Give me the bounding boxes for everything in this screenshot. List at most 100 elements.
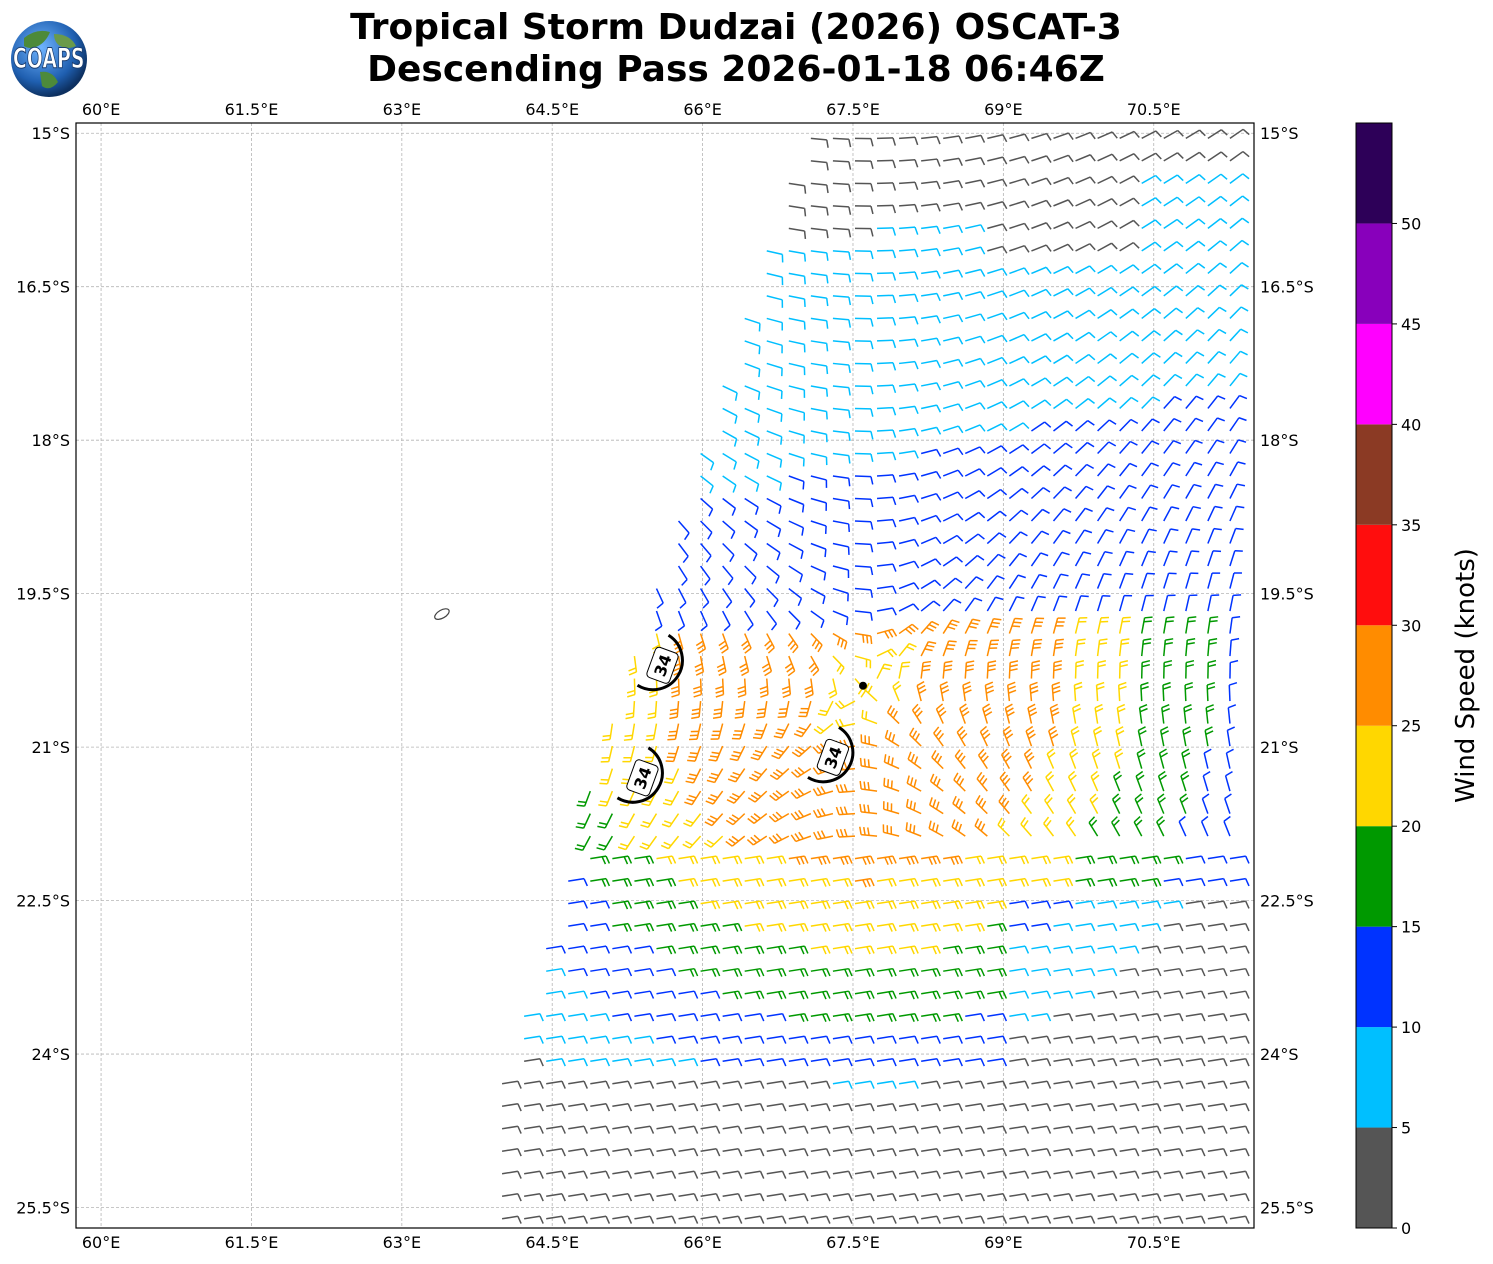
wind-barb [920,404,942,413]
wind-barb [1141,308,1162,320]
wind-barb [1204,726,1214,747]
wind-barb [832,967,853,977]
wind-barb [1031,967,1052,977]
wind-barb [1008,660,1019,679]
wind-barb [987,245,1008,254]
wind-barb [810,160,829,171]
wind-barb [1097,900,1118,909]
wind-barb [1002,725,1014,747]
wind-barb [943,224,964,234]
wind-barb [854,855,875,866]
wind-barb [568,945,588,954]
wind-barb [1097,198,1118,207]
wind-barb [808,655,820,677]
wind-barb [647,701,658,720]
wind-barb [854,877,875,888]
wind-barb [1119,462,1138,477]
wind-barb [854,182,874,192]
wind-barb [546,1057,566,1067]
wind-barb [722,855,743,865]
wind-barb [1162,681,1172,702]
wind-barb [1009,133,1030,142]
wind-barb [766,610,778,631]
wind-barb [766,945,787,955]
wind-barb [677,610,686,632]
wind-barb [788,1012,809,1022]
wind-barb [929,797,944,815]
wind-barb [1097,175,1118,185]
wind-barb [861,709,878,725]
wind-barb [788,587,803,607]
wind-barb [835,806,856,816]
wind-barb [1022,771,1034,792]
wind-barb [1207,855,1228,864]
wind-barb [965,1215,986,1224]
wind-barb [1053,1148,1074,1157]
wind-barb [678,1215,699,1224]
wind-barb [1075,463,1095,477]
wind-barb [1185,483,1202,499]
wind-barb [832,990,853,1000]
wind-barb [788,295,806,307]
wind-barb [501,1215,522,1224]
wind-barb [766,272,784,286]
wind-barb [810,497,828,511]
wind-barb [759,678,769,698]
wind-barb [899,203,919,213]
lon-tick-label-bottom: 69°E [984,1233,1022,1252]
wind-barb [722,497,737,516]
wind-barb [1052,595,1068,612]
wind-barb [965,179,986,188]
wind-barb [876,474,897,483]
wind-barb [722,967,743,977]
wind-barb [704,813,724,827]
wind-barb [987,900,1008,910]
colorbar-segment [1356,323,1392,425]
wind-barb [766,1012,787,1022]
wind-barb [832,565,850,579]
wind-barb [854,452,874,463]
wind-barb [1185,922,1206,932]
wind-barb [810,877,831,887]
wind-barb [1163,462,1181,477]
wind-barb [639,835,658,850]
wind-barb [832,877,853,887]
colorbar-segment [1356,625,1392,726]
wind-barb [1185,351,1205,364]
wind-barb [898,623,919,635]
wind-barb [854,1148,875,1157]
wind-barb [899,383,919,392]
wind-barb [1030,552,1049,567]
wind-barb [1046,748,1056,769]
wind-barb [1229,945,1250,954]
wind-barb [722,565,734,586]
wind-barb [1163,152,1184,162]
wind-barb [773,723,790,739]
lat-tick-label-left: 22.5°S [16,892,70,911]
wind-barb [634,945,655,954]
wind-barb [788,1103,809,1112]
wind-barb [1185,461,1203,477]
logo-text: COAPS [13,42,85,75]
wind-barb [693,678,703,698]
wind-barb [1141,418,1160,432]
wind-barb [1074,485,1094,499]
wind-barb [987,223,1008,232]
wind-barb [1075,1035,1096,1044]
wind-barb [700,877,721,887]
wind-barb [744,1215,765,1224]
wind-barb [777,700,790,719]
wind-barb [744,452,760,469]
wind-barb [898,990,919,1000]
wind-barb [810,227,829,239]
wind-barb [1009,244,1030,253]
wind-barb [744,945,765,955]
wind-barb [1207,1148,1228,1157]
wind-barb [832,340,851,351]
wind-barb [1185,990,1206,999]
wind-barb [1096,507,1115,522]
wind-barb [1031,377,1052,387]
wind-barb [1185,594,1198,612]
wind-barb [766,1125,787,1134]
